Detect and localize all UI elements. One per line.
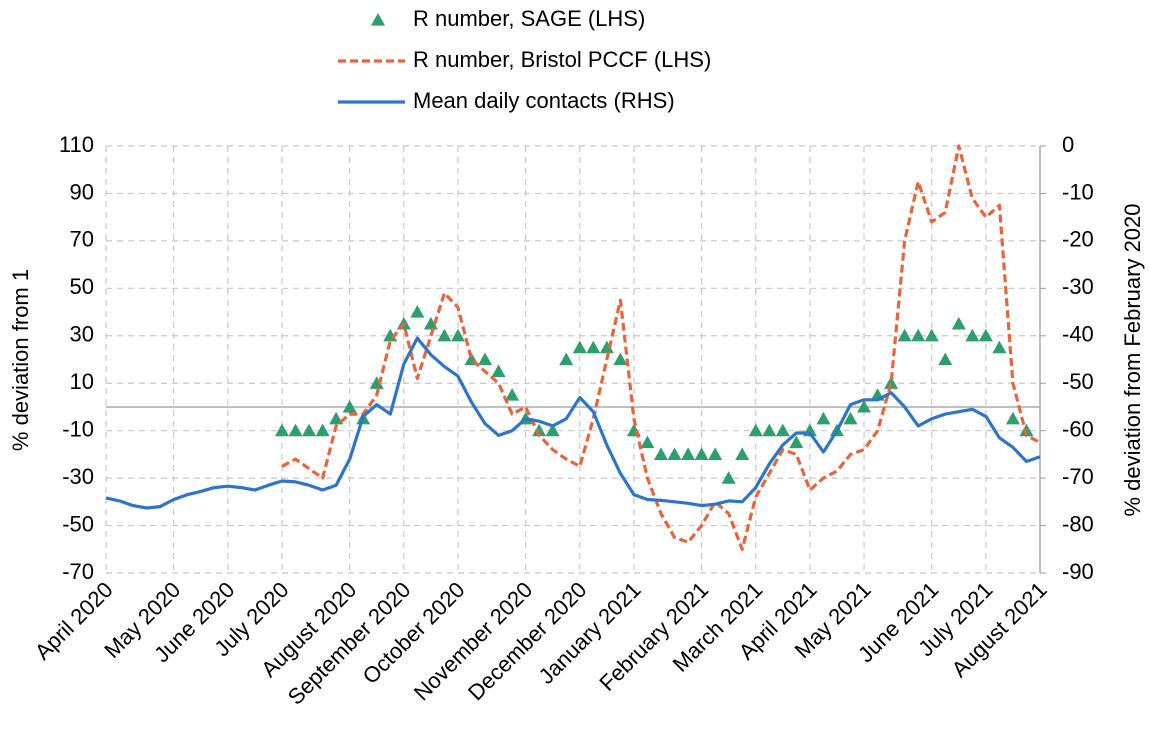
sage-marker — [951, 316, 966, 330]
sage-marker — [775, 423, 790, 437]
sage-marker — [572, 340, 587, 354]
sage-marker — [342, 399, 357, 413]
legend-label: Mean daily contacts (RHS) — [413, 88, 675, 113]
sage-marker — [302, 423, 317, 437]
sage-marker — [274, 423, 289, 437]
sage-marker — [437, 328, 452, 342]
sage-marker — [938, 352, 953, 366]
sage-marker — [667, 447, 682, 460]
sage-marker — [708, 447, 723, 460]
sage-marker — [735, 447, 750, 460]
sage-marker — [640, 435, 655, 449]
sage-marker — [789, 435, 804, 449]
y-tick-label: -30 — [62, 464, 94, 489]
series-line — [281, 144, 1041, 551]
sage-marker — [748, 423, 763, 437]
sage-marker — [478, 352, 493, 366]
sage-marker — [816, 411, 831, 425]
y2-tick-label: -70 — [1062, 464, 1094, 489]
y2-tick-label: -10 — [1062, 179, 1094, 204]
y2-tick-label: -20 — [1062, 227, 1094, 252]
sage-marker — [491, 364, 506, 377]
sage-marker — [843, 411, 858, 425]
sage-marker — [857, 399, 872, 413]
sage-marker — [653, 447, 668, 460]
series-line — [105, 336, 1041, 510]
y-tick-label: 90 — [70, 179, 94, 204]
y2-tick-label: -50 — [1062, 369, 1094, 394]
sage-marker — [613, 352, 628, 366]
y-tick-label: -10 — [62, 416, 94, 441]
sage-marker — [965, 328, 980, 342]
sage-marker — [1005, 411, 1020, 425]
legend-marker — [371, 13, 385, 26]
sage-marker — [532, 423, 547, 437]
sage-marker — [694, 447, 709, 460]
sage-marker — [681, 447, 696, 460]
sage-marker — [586, 340, 601, 354]
y2-tick-label: -80 — [1062, 511, 1094, 536]
sage-marker — [410, 305, 425, 318]
y-tick-label: 30 — [70, 322, 94, 347]
y-tick-label: 70 — [70, 227, 94, 252]
y-tick-label: -50 — [62, 511, 94, 536]
y2-tick-label: -30 — [1062, 274, 1094, 299]
y-tick-label: 50 — [70, 274, 94, 299]
y2-tick-label: -60 — [1062, 416, 1094, 441]
sage-marker — [721, 471, 736, 484]
sage-marker — [599, 340, 614, 354]
y-tick-label: 10 — [70, 369, 94, 394]
sage-marker — [545, 423, 560, 437]
sage-marker — [315, 423, 330, 437]
sage-marker — [762, 423, 777, 437]
sage-marker — [884, 376, 899, 389]
sage-marker — [978, 328, 993, 342]
sage-marker — [369, 376, 384, 389]
sage-marker — [423, 316, 438, 330]
sage-marker — [897, 328, 912, 342]
y2-tick-label: 0 — [1062, 132, 1074, 157]
y2-axis-label: % deviation from February 2020 — [1120, 203, 1145, 516]
y2-tick-label: -40 — [1062, 322, 1094, 347]
sage-marker — [911, 328, 926, 342]
y-axis-label: % deviation from 1 — [8, 269, 33, 451]
sage-marker — [288, 423, 303, 437]
sage-marker — [924, 328, 939, 342]
sage-marker — [559, 352, 574, 366]
y-tick-label: -70 — [62, 559, 94, 584]
y-tick-label: 110 — [59, 132, 94, 157]
legend-label: R number, SAGE (LHS) — [413, 6, 645, 31]
y2-tick-label: -90 — [1062, 559, 1094, 584]
sage-marker — [505, 388, 520, 401]
sage-marker — [992, 340, 1007, 354]
legend-label: R number, Bristol PCCF (LHS) — [413, 47, 711, 72]
sage-marker — [450, 328, 465, 342]
